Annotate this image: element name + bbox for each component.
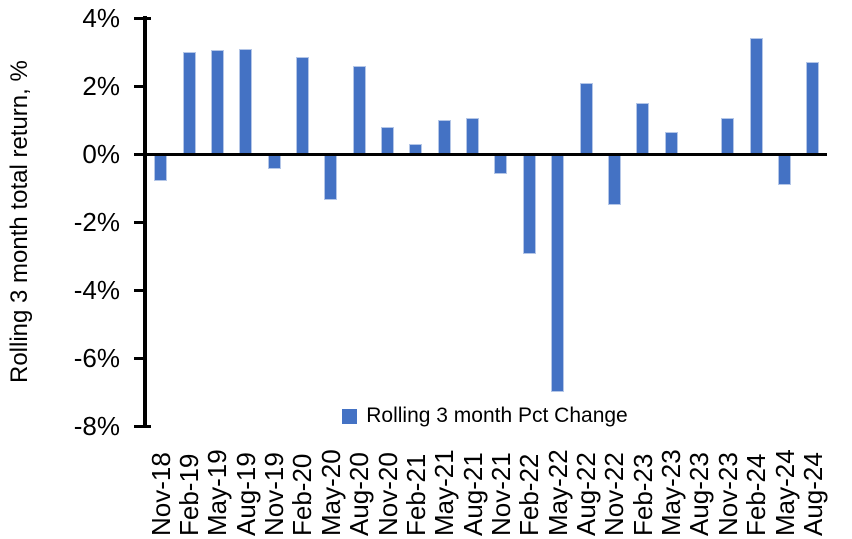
bar [324,154,338,200]
bar [551,154,565,392]
x-tick-label: Aug-23 [684,452,715,536]
legend-label: Rolling 3 month Pct Change [366,404,628,427]
x-tick-label: Feb-19 [174,453,204,536]
bar [494,154,508,175]
x-tick-label: Nov-23 [712,452,743,536]
legend: Rolling 3 month Pct Change [143,402,827,430]
x-tick-label: Aug-20 [344,452,375,536]
x-tick-label: Feb-20 [287,453,318,536]
bar [210,50,224,154]
bar [381,126,394,154]
y-tick-label: 2% [82,71,120,101]
x-tick-label: Nov-18 [145,452,176,536]
bar [749,38,763,154]
bar [806,62,820,154]
bar [721,118,735,154]
y-tick-mark [134,84,147,88]
y-tick-label: -8% [73,411,120,441]
x-tick-label: Feb-24 [741,453,772,536]
y-tick-mark [134,152,147,156]
bar [636,103,650,154]
bar [295,57,309,154]
bar [239,48,253,154]
x-tick-label: May-20 [315,449,346,536]
y-tick-mark [134,288,147,292]
bar [352,65,366,154]
x-tick-label: May-24 [769,449,800,536]
x-tick-label: May-19 [202,449,233,536]
bar [182,52,196,154]
bar [607,154,621,205]
x-axis-zero-line [143,152,827,156]
x-tick-label: Aug-21 [457,452,488,536]
y-tick-label: -6% [73,343,120,373]
x-tick-label: Nov-21 [485,452,516,536]
bar [437,120,451,154]
x-tick-label: May-22 [542,449,573,536]
x-tick-label: May-23 [656,449,687,536]
bar [778,154,791,185]
bar [579,82,593,154]
x-tick-label: Feb-23 [627,453,658,536]
x-tick-label: May-21 [429,449,460,536]
y-tick-mark [134,424,151,428]
y-axis-title: Rolling 3 month total return, % [6,60,33,384]
bar [154,154,168,182]
bar [664,131,678,154]
legend-swatch-icon [342,408,358,424]
y-tick-label: 0% [82,139,120,169]
y-tick-label: -4% [73,275,120,305]
bar [522,154,536,255]
x-tick-label: Feb-22 [514,453,545,536]
y-tick-mark [134,356,147,360]
y-tick-mark [134,16,151,20]
bar [267,154,281,170]
y-tick-label: 4% [82,3,120,33]
x-tick-label: Nov-22 [599,452,630,536]
x-tick-label: Aug-19 [230,452,261,536]
x-tick-label: Feb-21 [400,453,431,536]
x-tick-label: Aug-24 [797,452,828,536]
y-tick-mark [134,220,147,224]
x-tick-label: Nov-19 [259,452,290,536]
x-tick-label: Aug-22 [571,452,601,536]
x-tick-label: Nov-20 [372,452,403,536]
bar [466,118,480,154]
y-tick-label: -2% [73,207,120,237]
